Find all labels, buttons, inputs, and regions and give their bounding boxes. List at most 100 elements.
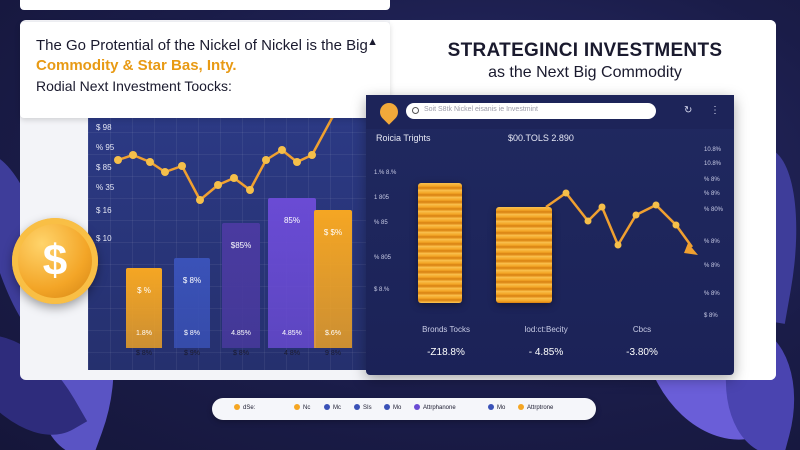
app-y-label: 1 805 [374, 195, 390, 201]
title-line-3: Rodial Next Investment Toocks: [36, 78, 232, 94]
bar-top-label: $ 8% [182, 276, 202, 285]
x-axis-label: $ 9% [184, 350, 200, 357]
refresh-icon[interactable]: ↻ [684, 105, 693, 116]
y-axis-label: $ 85 [96, 163, 112, 172]
legend-label: dSe: [243, 405, 256, 411]
decline-points [562, 189, 680, 249]
y-axis-label: % 95 [96, 143, 115, 152]
dollar-coin-icon: $ [12, 218, 98, 304]
app-y-label-right: 10.8% [704, 147, 722, 153]
legend-item[interactable]: Attrptrone [518, 404, 553, 411]
bar-top-label: $85% [230, 241, 252, 250]
app-window: Soit S8tk Nickel eisanis ie Investmint ↻… [366, 95, 734, 375]
decline-point [584, 217, 592, 225]
app-toolbar: Soit S8tk Nickel eisanis ie Investmint ↻… [366, 95, 734, 129]
app-y-label-right: % 8% [704, 291, 720, 297]
decline-point [652, 201, 660, 209]
legend-label: Mo [393, 405, 402, 411]
heading-secondary: as the Next Big Commodity [488, 64, 682, 81]
app-y-label-right: % 80% [704, 207, 724, 213]
app-subtitle-left: Roicia Trights [376, 133, 431, 143]
search-placeholder: Soit S8tk Nickel eisanis ie Investmint [424, 106, 538, 113]
decline-point [632, 211, 640, 219]
legend-item[interactable]: dSe: [234, 404, 255, 411]
y-axis-label: $ 98 [96, 123, 112, 132]
bar-top-label: 85% [283, 216, 300, 225]
decline-point [614, 241, 622, 249]
legend-item[interactable]: Nc [294, 404, 310, 411]
legend-item[interactable]: Mc [324, 404, 341, 411]
legend-item[interactable]: SIs [354, 404, 372, 411]
app-y-label: 1.% 8.% [374, 170, 397, 176]
app-y-label-right: % 8% [704, 191, 720, 197]
app-y-label: $ 8.% [374, 287, 390, 293]
legend-dot-icon [518, 404, 524, 410]
legend-label: Mo [497, 405, 506, 411]
bar-top-label: $ % [137, 286, 151, 295]
coin-stack [496, 207, 552, 303]
x-axis-label: $ 8% [136, 350, 152, 357]
chart-bar[interactable] [126, 268, 162, 348]
app-y-label-right: % 8% [704, 177, 720, 183]
category-label: Iod:ct:Becity [524, 325, 568, 334]
y-axis-label: % 35 [96, 183, 115, 192]
category-value: - 4.85% [528, 347, 564, 358]
x-axis-label: $ 8% [233, 350, 249, 357]
category-label: Bronds Tocks [422, 325, 470, 334]
legend-label: Nc [303, 405, 311, 411]
chart-bar[interactable] [314, 210, 352, 348]
legend-item[interactable]: Mo [488, 404, 505, 411]
bar-bottom-label: 1.8% [136, 330, 152, 337]
legend-label: Mc [333, 405, 341, 411]
bar-bottom-label: $ 8% [184, 330, 200, 337]
legend-item[interactable]: Attrphanone [414, 404, 456, 411]
legend-dot-icon [234, 404, 240, 410]
category-value: -Z18.8% [427, 347, 465, 358]
heading-primary: STRATEGINCI INVESTMENTS [447, 40, 723, 61]
bar-top-label: $ $% [323, 228, 343, 237]
bottom-legend-bar[interactable]: dSe: Nc Mc SIs Mo Attrphanone Mo Attrptr… [212, 398, 596, 420]
bar-bottom-label: $.6% [325, 330, 341, 337]
decline-point [562, 189, 570, 197]
y-axis-label: $ 16 [96, 206, 112, 215]
decline-polyline [545, 191, 694, 248]
legend-dot-icon [488, 404, 494, 410]
chart-bar[interactable] [268, 198, 316, 348]
decline-line [545, 189, 698, 255]
app-y-label-right: 10.8% [704, 161, 722, 167]
legend-label: Attrptrone [527, 405, 554, 411]
legend-label: Attrphanone [423, 405, 456, 411]
bar-bottom-label: 4.85% [282, 330, 302, 337]
search-input[interactable]: Soit S8tk Nickel eisanis ie Investmint [406, 103, 656, 119]
legend-dot-icon [384, 404, 390, 410]
title-line-2: Commodity & Star Bas, Inty. [36, 57, 237, 74]
app-y-label-right: % 8% [704, 239, 720, 245]
app-y-label-right: $ 8% [704, 313, 718, 319]
app-y-label: % 805 [374, 255, 392, 261]
y-axis-label: $ 10 [96, 234, 112, 243]
page-title: STRATEGINCI INVESTMENTS as the Next Big … [420, 40, 750, 82]
title-line-1: The Go Protential of the Nickel of Nicke… [36, 37, 368, 54]
app-y-label-right: % 8% [704, 263, 720, 269]
app-subtitle-right: $00.TOLS 2.890 [508, 133, 574, 143]
menu-icon[interactable]: ⋮ [710, 105, 720, 116]
category-value: -3.80% [626, 347, 658, 358]
chart-bar[interactable] [174, 258, 210, 348]
category-label: Cbcs [632, 325, 652, 334]
coin-stack [418, 183, 462, 303]
legend-label: SIs [363, 405, 372, 411]
decline-arrow-icon [684, 243, 698, 255]
legend-dot-icon [324, 404, 330, 410]
chart-bar[interactable] [222, 223, 260, 348]
legend-dot-icon [414, 404, 420, 410]
decline-point [672, 221, 680, 229]
app-y-label: % 85 [374, 220, 388, 226]
x-axis-label: 4 8% [284, 350, 300, 357]
decline-point [598, 203, 606, 211]
x-axis-label: 9 8% [325, 350, 341, 357]
title-card: The Go Protential of the Nickel of Nicke… [20, 22, 390, 118]
legend-item[interactable]: Mo [384, 404, 401, 411]
search-icon [412, 107, 419, 114]
chevron-up-icon[interactable]: ▲ [367, 36, 378, 48]
legend-dot-icon [354, 404, 360, 410]
